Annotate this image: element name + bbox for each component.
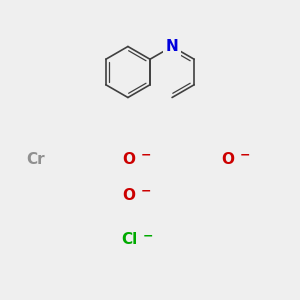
Text: O: O [122, 152, 136, 166]
Text: O: O [122, 188, 136, 202]
Text: −: − [140, 185, 151, 198]
Text: −: − [140, 149, 151, 162]
Text: Cl: Cl [121, 232, 137, 247]
Text: −: − [142, 230, 153, 243]
Text: O: O [221, 152, 235, 166]
Text: Cr: Cr [27, 152, 45, 166]
Text: N: N [166, 39, 178, 54]
Text: −: − [239, 149, 250, 162]
